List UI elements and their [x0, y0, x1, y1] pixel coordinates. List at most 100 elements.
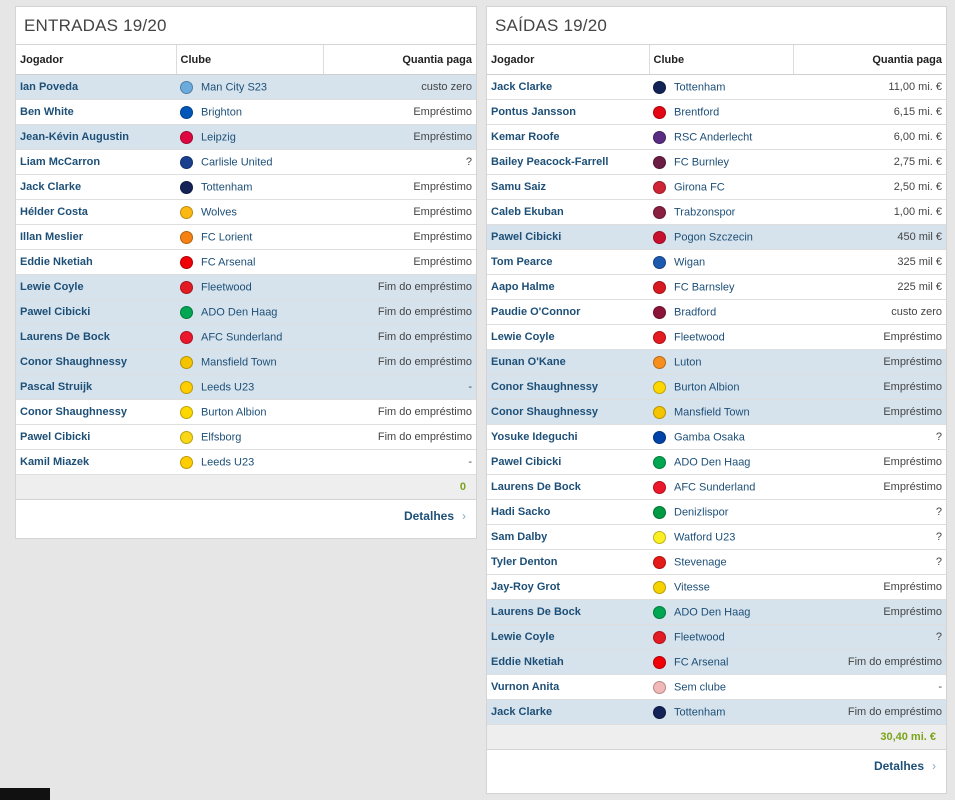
player-link[interactable]: Pawel Cibicki: [16, 299, 176, 325]
club-link[interactable]: FC Barnsley: [674, 281, 735, 293]
club-link[interactable]: Trabzonspor: [674, 206, 736, 218]
club-link[interactable]: Watford U23: [674, 531, 736, 543]
club-crest-icon[interactable]: [653, 530, 666, 544]
player-link[interactable]: Conor Shaughnessy: [16, 399, 176, 425]
club-crest-icon[interactable]: [653, 580, 666, 594]
club-crest-icon[interactable]: [653, 105, 666, 119]
club-crest-icon[interactable]: [653, 605, 666, 619]
player-link[interactable]: Lewie Coyle: [487, 624, 649, 650]
player-link[interactable]: Conor Shaughnessy: [487, 399, 649, 425]
player-link[interactable]: Eddie Nketiah: [487, 649, 649, 675]
club-link[interactable]: Denizlispor: [674, 506, 729, 518]
club-crest-icon[interactable]: [180, 280, 193, 294]
club-crest-icon[interactable]: [180, 430, 193, 444]
player-link[interactable]: Jean-Kévin Augustin: [16, 124, 176, 150]
club-link[interactable]: Leeds U23: [201, 381, 255, 393]
club-crest-icon[interactable]: [180, 130, 193, 144]
player-link[interactable]: Aapo Halme: [487, 274, 649, 300]
player-link[interactable]: Yosuke Ideguchi: [487, 424, 649, 450]
club-link[interactable]: Tottenham: [674, 706, 726, 718]
club-link[interactable]: Leipzig: [201, 131, 236, 143]
club-crest-icon[interactable]: [653, 355, 666, 369]
club-link[interactable]: Wigan: [674, 256, 706, 268]
player-link[interactable]: Illan Meslier: [16, 224, 176, 250]
player-link[interactable]: Eunan O'Kane: [487, 349, 649, 375]
player-link[interactable]: Ian Poveda: [16, 74, 176, 100]
club-crest-icon[interactable]: [653, 205, 666, 219]
departures-details-link[interactable]: Detalhes ›: [487, 750, 946, 782]
player-link[interactable]: Ben White: [16, 99, 176, 125]
player-link[interactable]: Jack Clarke: [487, 699, 649, 725]
club-link[interactable]: Man City S23: [201, 81, 268, 93]
player-link[interactable]: Laurens De Bock: [487, 474, 649, 500]
club-crest-icon[interactable]: [180, 105, 193, 119]
player-link[interactable]: Pontus Jansson: [487, 99, 649, 125]
club-link[interactable]: ADO Den Haag: [201, 306, 278, 318]
club-link[interactable]: Bradford: [674, 306, 717, 318]
club-crest-icon[interactable]: [653, 330, 666, 344]
club-link[interactable]: RSC Anderlecht: [674, 131, 753, 143]
club-crest-icon[interactable]: [653, 255, 666, 269]
player-link[interactable]: Hélder Costa: [16, 199, 176, 225]
club-crest-icon[interactable]: [653, 280, 666, 294]
club-link[interactable]: Brighton: [201, 106, 242, 118]
player-link[interactable]: Hadi Sacko: [487, 499, 649, 525]
club-link[interactable]: Fleetwood: [201, 281, 252, 293]
club-crest-icon[interactable]: [653, 430, 666, 444]
club-link[interactable]: Mansfield Town: [674, 406, 750, 418]
club-crest-icon[interactable]: [653, 555, 666, 569]
club-crest-icon[interactable]: [653, 380, 666, 394]
club-crest-icon[interactable]: [180, 455, 193, 469]
arrivals-details-link[interactable]: Detalhes ›: [16, 500, 476, 532]
club-crest-icon[interactable]: [180, 330, 193, 344]
club-crest-icon[interactable]: [653, 230, 666, 244]
player-link[interactable]: Tom Pearce: [487, 249, 649, 275]
player-link[interactable]: Jay-Roy Grot: [487, 574, 649, 600]
player-link[interactable]: Vurnon Anita: [487, 674, 649, 700]
club-link[interactable]: FC Arsenal: [674, 656, 729, 668]
club-crest-icon[interactable]: [653, 680, 666, 694]
club-link[interactable]: FC Arsenal: [201, 256, 256, 268]
player-link[interactable]: Laurens De Bock: [16, 324, 176, 350]
club-link[interactable]: Tottenham: [674, 81, 726, 93]
player-link[interactable]: Lewie Coyle: [16, 274, 176, 300]
club-link[interactable]: FC Lorient: [201, 231, 253, 243]
club-link[interactable]: Brentford: [674, 106, 720, 118]
club-crest-icon[interactable]: [180, 205, 193, 219]
player-link[interactable]: Pawel Cibicki: [487, 449, 649, 475]
club-link[interactable]: Gamba Osaka: [674, 431, 745, 443]
club-crest-icon[interactable]: [653, 130, 666, 144]
player-link[interactable]: Samu Saiz: [487, 174, 649, 200]
player-link[interactable]: Caleb Ekuban: [487, 199, 649, 225]
player-link[interactable]: Laurens De Bock: [487, 599, 649, 625]
club-crest-icon[interactable]: [180, 355, 193, 369]
club-crest-icon[interactable]: [653, 630, 666, 644]
player-link[interactable]: Eddie Nketiah: [16, 249, 176, 275]
player-link[interactable]: Jack Clarke: [16, 174, 176, 200]
club-crest-icon[interactable]: [653, 180, 666, 194]
club-crest-icon[interactable]: [180, 180, 193, 194]
club-link[interactable]: Wolves: [201, 206, 237, 218]
club-link[interactable]: Pogon Szczecin: [674, 231, 753, 243]
club-link[interactable]: Carlisle United: [201, 156, 273, 168]
club-link[interactable]: ADO Den Haag: [674, 606, 751, 618]
club-link[interactable]: Burton Albion: [201, 406, 267, 418]
player-link[interactable]: Bailey Peacock-Farrell: [487, 149, 649, 175]
club-crest-icon[interactable]: [653, 655, 666, 669]
club-link[interactable]: ADO Den Haag: [674, 456, 751, 468]
club-link[interactable]: Luton: [674, 356, 702, 368]
club-link[interactable]: Tottenham: [201, 181, 253, 193]
club-crest-icon[interactable]: [180, 255, 193, 269]
club-crest-icon[interactable]: [180, 155, 193, 169]
club-crest-icon[interactable]: [653, 480, 666, 494]
club-link[interactable]: Girona FC: [674, 181, 725, 193]
club-crest-icon[interactable]: [653, 405, 666, 419]
player-link[interactable]: Tyler Denton: [487, 549, 649, 575]
player-link[interactable]: Kemar Roofe: [487, 124, 649, 150]
player-link[interactable]: Pawel Cibicki: [16, 424, 176, 450]
club-crest-icon[interactable]: [653, 455, 666, 469]
club-crest-icon[interactable]: [653, 505, 666, 519]
player-link[interactable]: Pawel Cibicki: [487, 224, 649, 250]
club-crest-icon[interactable]: [653, 305, 666, 319]
club-link[interactable]: Vitesse: [674, 581, 710, 593]
